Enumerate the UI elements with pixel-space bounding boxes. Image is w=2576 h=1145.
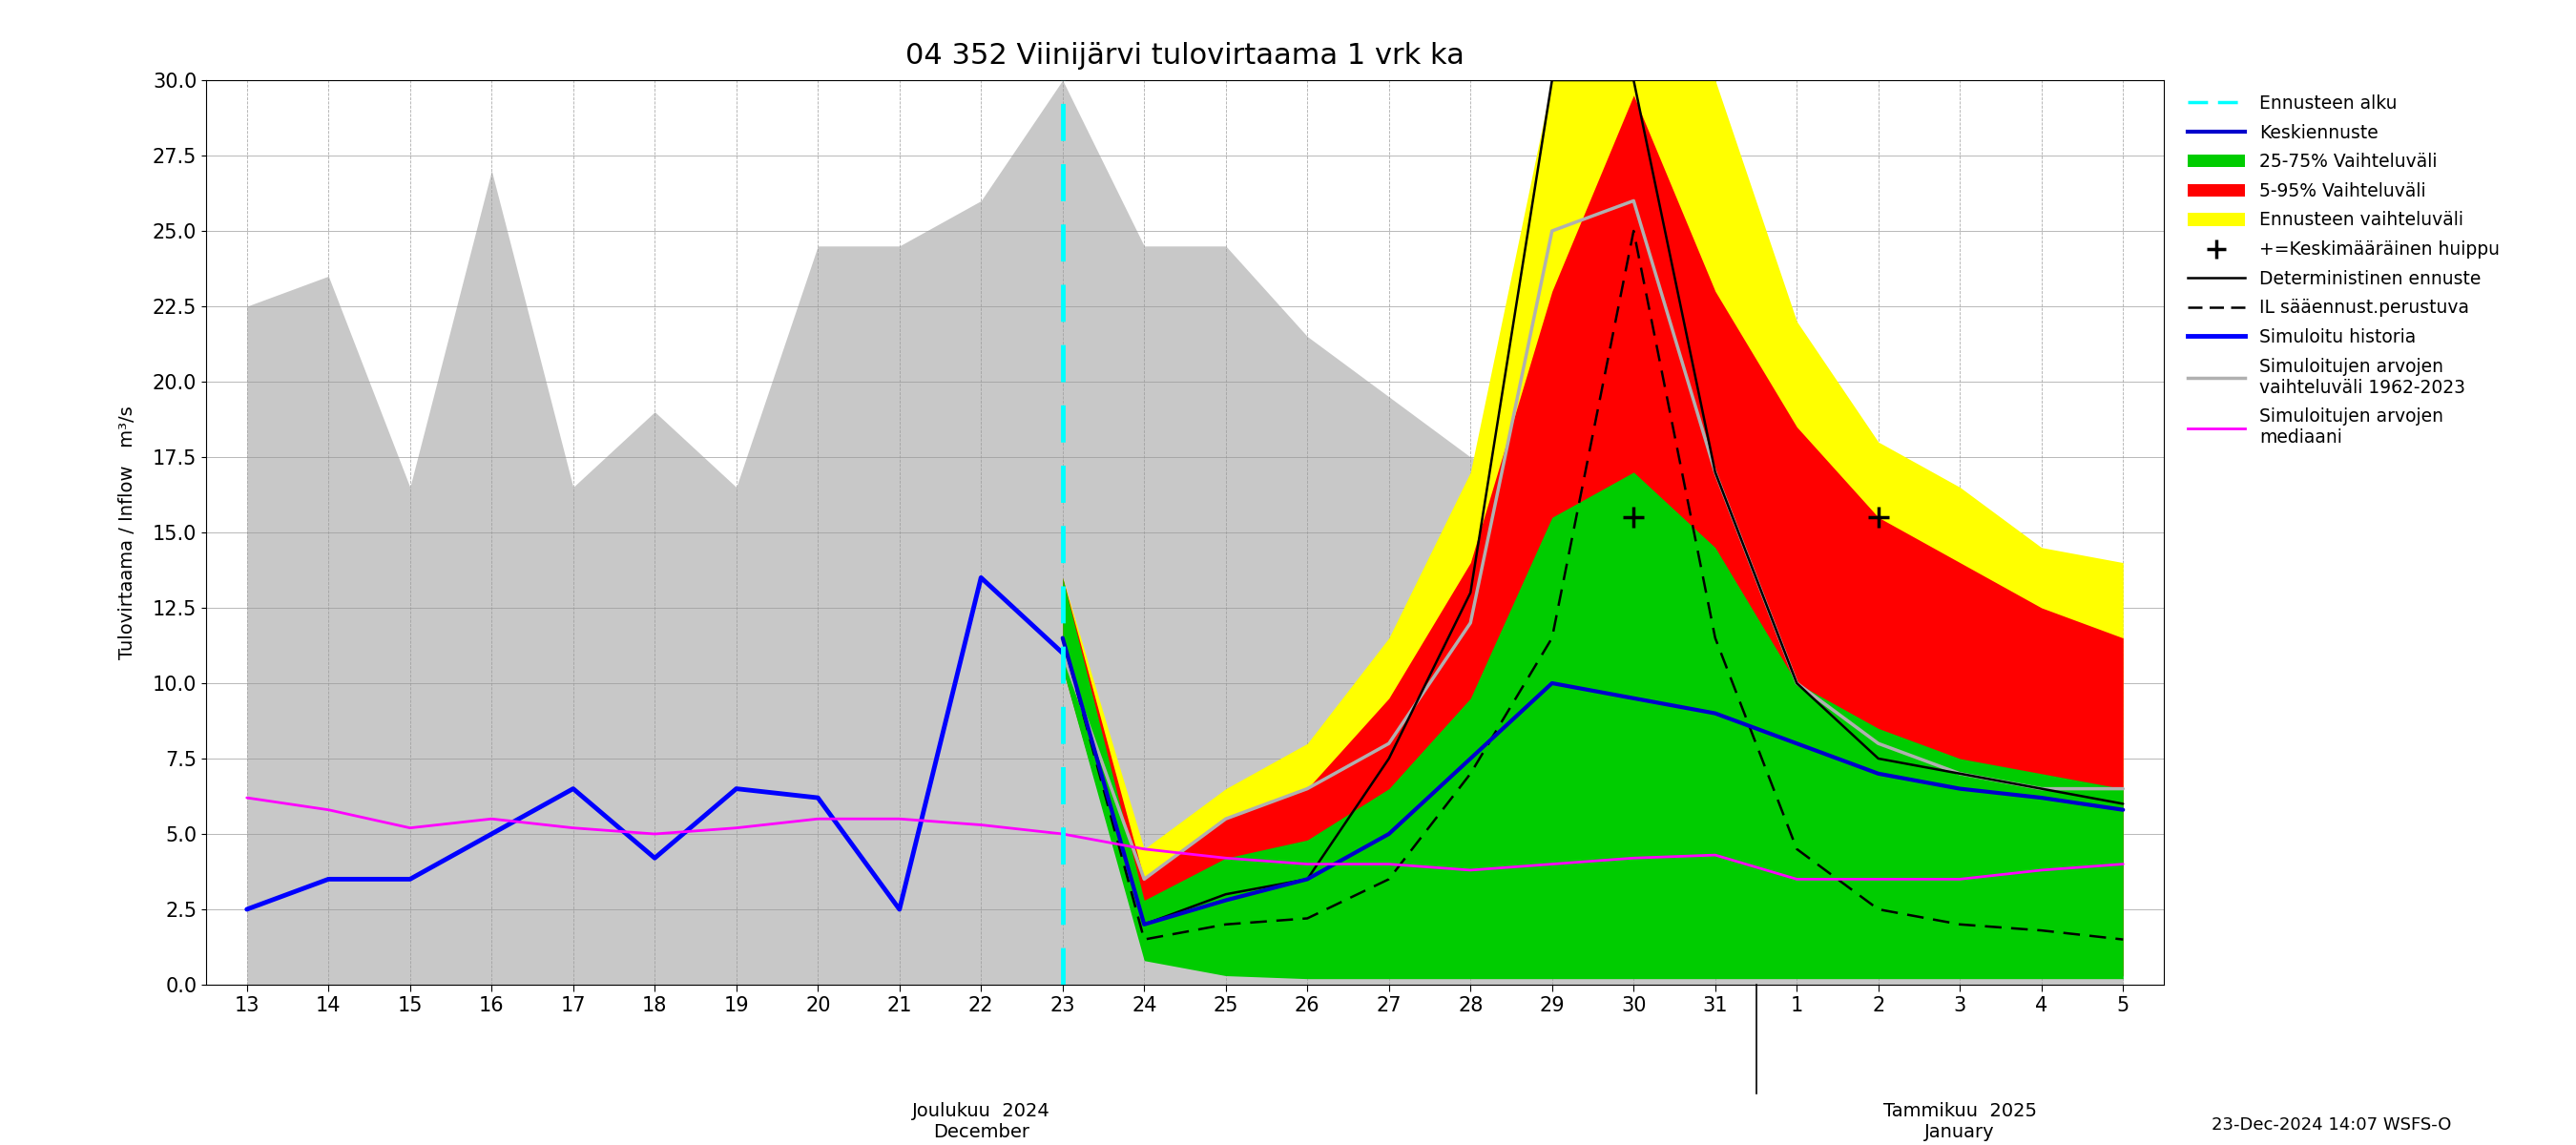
Text: Tammikuu  2025
January: Tammikuu 2025 January — [1883, 1103, 2038, 1142]
Text: 23-Dec-2024 14:07 WSFS-O: 23-Dec-2024 14:07 WSFS-O — [2210, 1116, 2452, 1134]
Legend: Ennusteen alku, Keskiennuste, 25-75% Vaihteluväli, 5-95% Vaihteluväli, Ennusteen: Ennusteen alku, Keskiennuste, 25-75% Vai… — [2182, 89, 2506, 452]
Y-axis label: Tulovirtaama / Inflow   m³/s: Tulovirtaama / Inflow m³/s — [118, 405, 137, 660]
Text: Joulukuu  2024
December: Joulukuu 2024 December — [912, 1103, 1051, 1142]
Title: 04 352 Viinijärvi tulovirtaama 1 vrk ka: 04 352 Viinijärvi tulovirtaama 1 vrk ka — [907, 42, 1463, 70]
